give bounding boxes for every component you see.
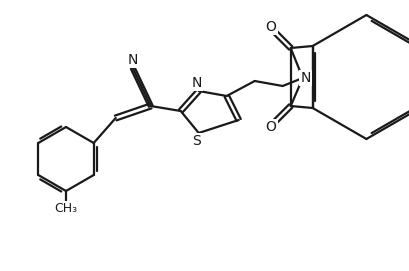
Text: S: S — [192, 134, 201, 148]
Text: O: O — [265, 120, 276, 134]
Text: CH₃: CH₃ — [54, 202, 78, 215]
Text: N: N — [301, 71, 311, 85]
Text: N: N — [191, 76, 202, 90]
Text: O: O — [265, 20, 276, 34]
Text: N: N — [128, 53, 138, 67]
